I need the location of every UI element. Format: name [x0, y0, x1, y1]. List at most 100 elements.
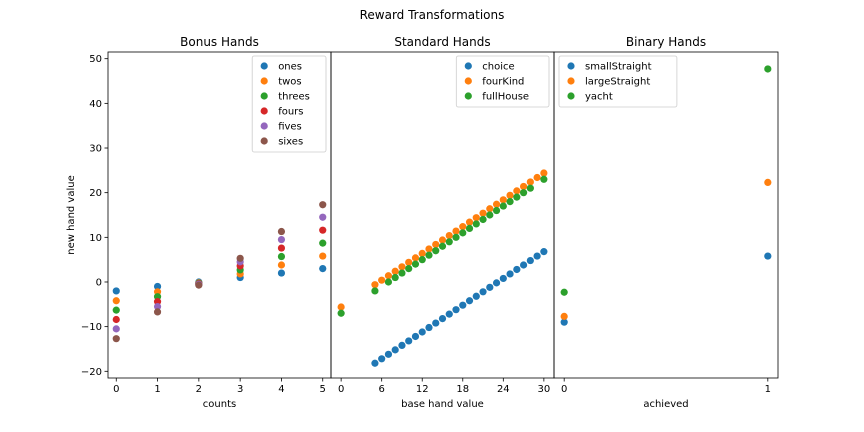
legend-marker-ones — [260, 62, 268, 70]
data-point-fourKind — [519, 182, 528, 191]
data-point-fullHouse — [425, 251, 433, 259]
data-point-fours — [319, 226, 327, 234]
legend-marker-sixes — [260, 137, 268, 145]
data-point-fullHouse — [391, 273, 399, 282]
x-tick-label: 18 — [456, 384, 469, 395]
data-point-choice — [411, 332, 420, 341]
legend-marker-threes — [260, 92, 268, 100]
y-tick-label: −20 — [81, 367, 102, 378]
data-point-choice — [391, 346, 399, 354]
legend-label-threes: threes — [278, 92, 310, 103]
data-point-fullHouse — [506, 198, 514, 206]
data-point-fourKind — [472, 214, 480, 222]
x-axis-label-binary: achieved — [643, 399, 688, 410]
data-point-ones — [153, 282, 162, 291]
x-tick-label: 0 — [113, 384, 119, 395]
data-point-fourKind — [459, 223, 467, 231]
legend-bonus: ones twos threes fours fives sixes — [251, 55, 327, 153]
y-tick-label: 10 — [89, 233, 102, 244]
figure-title: Reward Transformations — [360, 8, 505, 22]
legend-marker-fourKind — [464, 77, 472, 85]
data-point-choice — [425, 323, 433, 332]
legend-label-choice: choice — [482, 62, 514, 73]
data-point-fourKind — [445, 231, 453, 240]
data-point-fullHouse — [418, 256, 426, 264]
data-point-fourKind — [438, 236, 447, 244]
data-point-fourKind — [533, 173, 541, 182]
data-point-fives — [319, 213, 327, 221]
data-point-fullHouse — [540, 175, 548, 183]
data-point-sixes — [112, 335, 120, 343]
x-tick-label: 3 — [237, 384, 243, 395]
data-point-fullHouse — [432, 247, 440, 255]
data-point-smallStraight — [764, 252, 772, 260]
data-point-fourKind — [432, 240, 440, 249]
data-point-choice — [519, 261, 528, 269]
data-point-choice — [533, 252, 541, 260]
x-tick-label: 1 — [154, 384, 160, 395]
points-bonus — [112, 201, 327, 343]
x-tick-label: 5 — [320, 384, 326, 395]
legend-marker-choice — [464, 62, 472, 70]
data-point-sixes — [153, 308, 162, 316]
data-point-choice — [418, 328, 426, 336]
data-point-fours — [277, 244, 286, 252]
legend-marker-fives — [260, 122, 268, 130]
y-tick-label: 50 — [89, 54, 102, 65]
data-point-fullHouse — [459, 229, 467, 237]
data-point-choice — [371, 359, 379, 367]
legend-box — [558, 55, 678, 108]
data-point-choice — [432, 319, 440, 327]
data-point-choice — [452, 306, 460, 314]
data-point-fullHouse — [479, 215, 487, 224]
data-point-fours — [112, 315, 120, 324]
data-point-fullHouse — [445, 238, 453, 246]
data-point-choice — [492, 279, 501, 287]
data-point-fourKind — [540, 169, 548, 177]
data-point-fullHouse — [411, 260, 420, 268]
panel-standard-hands: Standard Hands base hand value 0 6 12 18 24 3… — [330, 35, 555, 410]
data-point-ones — [277, 269, 286, 277]
data-point-fullHouse — [371, 287, 379, 295]
legend-marker-largeStraight — [567, 77, 575, 85]
data-point-fives — [112, 325, 120, 333]
data-point-fullHouse — [405, 264, 413, 273]
x-tick-label: 1 — [765, 384, 771, 395]
panel-title-bonus: Bonus Hands — [180, 35, 259, 49]
data-point-fullHouse — [472, 220, 480, 228]
data-point-threes — [112, 306, 120, 314]
x-tick-label: 4 — [278, 384, 284, 395]
y-axis-label: new hand value — [66, 175, 77, 255]
data-point-fourKind — [398, 263, 406, 271]
legend-box — [455, 55, 550, 108]
data-point-choice — [384, 350, 393, 358]
data-point-fullHouse — [526, 184, 534, 192]
data-point-choice — [479, 288, 487, 296]
data-point-twos — [112, 297, 120, 305]
data-point-sixes — [236, 254, 244, 262]
points-standard — [337, 169, 548, 367]
legend-label-twos: twos — [278, 77, 301, 88]
data-point-fourKind — [452, 227, 460, 235]
data-point-fullHouse — [492, 206, 501, 215]
data-point-choice — [499, 274, 507, 283]
data-point-threes — [319, 239, 327, 247]
data-point-sixes — [319, 201, 327, 209]
data-point-yacht — [764, 65, 772, 73]
y-tick-label: 20 — [89, 188, 102, 199]
legend-label-yacht: yacht — [585, 92, 613, 103]
x-tick-label: 12 — [416, 384, 429, 395]
data-point-fullHouse — [438, 242, 447, 250]
data-point-ones — [112, 287, 120, 295]
legend-standard: choice fourKind fullHouse — [455, 55, 550, 108]
data-point-fourKind — [425, 245, 433, 253]
legend-marker-twos — [260, 77, 268, 85]
legend-marker-smallStraight — [567, 62, 575, 70]
y-tick-label: 30 — [89, 144, 102, 155]
data-point-choice — [438, 315, 447, 323]
y-tick-label: −10 — [81, 322, 102, 333]
data-point-fourKind — [337, 303, 345, 311]
